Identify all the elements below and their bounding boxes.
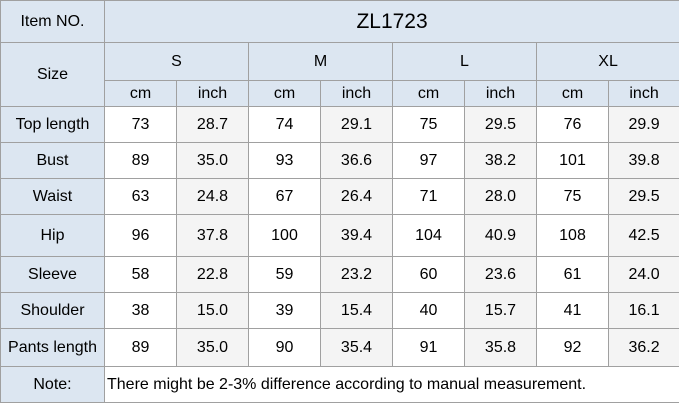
row-label: Shoulder [1, 293, 105, 329]
value-cell: 60 [393, 257, 465, 293]
value-cell: 35.8 [465, 329, 537, 367]
item-value: ZL1723 [105, 1, 679, 43]
value-cell: 40 [393, 293, 465, 329]
value-cell: 23.2 [321, 257, 393, 293]
value-cell: 41 [537, 293, 609, 329]
unit-header: inch [177, 81, 249, 107]
value-cell: 63 [105, 179, 177, 215]
value-cell: 93 [249, 143, 321, 179]
size-header: S [105, 43, 249, 81]
note-row: Note:There might be 2-3% difference acco… [1, 367, 679, 403]
value-cell: 38 [105, 293, 177, 329]
size-label: Size [1, 43, 105, 107]
value-cell: 75 [537, 179, 609, 215]
row-label: Top length [1, 107, 105, 143]
value-cell: 76 [537, 107, 609, 143]
value-cell: 29.5 [465, 107, 537, 143]
value-cell: 35.0 [177, 329, 249, 367]
unit-header: cm [537, 81, 609, 107]
value-cell: 36.2 [609, 329, 679, 367]
value-cell: 73 [105, 107, 177, 143]
value-cell: 96 [105, 215, 177, 257]
value-cell: 26.4 [321, 179, 393, 215]
value-cell: 36.6 [321, 143, 393, 179]
value-cell: 90 [249, 329, 321, 367]
value-cell: 75 [393, 107, 465, 143]
value-cell: 38.2 [465, 143, 537, 179]
value-cell: 104 [393, 215, 465, 257]
unit-header: cm [105, 81, 177, 107]
note-label: Note: [1, 367, 105, 403]
value-cell: 97 [393, 143, 465, 179]
value-cell: 101 [537, 143, 609, 179]
value-cell: 89 [105, 329, 177, 367]
value-cell: 71 [393, 179, 465, 215]
value-cell: 28.7 [177, 107, 249, 143]
row-label: Bust [1, 143, 105, 179]
value-cell: 91 [393, 329, 465, 367]
row-label: Sleeve [1, 257, 105, 293]
value-cell: 39.4 [321, 215, 393, 257]
value-cell: 29.1 [321, 107, 393, 143]
value-cell: 100 [249, 215, 321, 257]
value-cell: 39.8 [609, 143, 679, 179]
value-cell: 42.5 [609, 215, 679, 257]
value-cell: 22.8 [177, 257, 249, 293]
item-label: Item NO. [1, 1, 105, 43]
value-cell: 67 [249, 179, 321, 215]
value-cell: 92 [537, 329, 609, 367]
value-cell: 29.9 [609, 107, 679, 143]
value-cell: 61 [537, 257, 609, 293]
value-cell: 59 [249, 257, 321, 293]
unit-header: inch [465, 81, 537, 107]
value-cell: 89 [105, 143, 177, 179]
size-header: XL [537, 43, 679, 81]
note-text: There might be 2-3% difference according… [105, 367, 679, 403]
value-cell: 35.0 [177, 143, 249, 179]
size-header: L [393, 43, 537, 81]
unit-header: inch [321, 81, 393, 107]
row-label: Hip [1, 215, 105, 257]
unit-header: inch [609, 81, 679, 107]
value-cell: 40.9 [465, 215, 537, 257]
value-cell: 16.1 [609, 293, 679, 329]
value-cell: 74 [249, 107, 321, 143]
value-cell: 35.4 [321, 329, 393, 367]
row-label: Waist [1, 179, 105, 215]
value-cell: 15.7 [465, 293, 537, 329]
value-cell: 23.6 [465, 257, 537, 293]
value-cell: 37.8 [177, 215, 249, 257]
value-cell: 29.5 [609, 179, 679, 215]
value-cell: 15.0 [177, 293, 249, 329]
value-cell: 58 [105, 257, 177, 293]
title-row: Item NO.ZL1723 [1, 1, 679, 43]
value-cell: 39 [249, 293, 321, 329]
value-cell: 28.0 [465, 179, 537, 215]
value-cell: 108 [537, 215, 609, 257]
value-cell: 24.0 [609, 257, 679, 293]
size-header: M [249, 43, 393, 81]
unit-header: cm [249, 81, 321, 107]
unit-header: cm [393, 81, 465, 107]
value-cell: 15.4 [321, 293, 393, 329]
row-label: Pants length [1, 329, 105, 367]
value-cell: 24.8 [177, 179, 249, 215]
